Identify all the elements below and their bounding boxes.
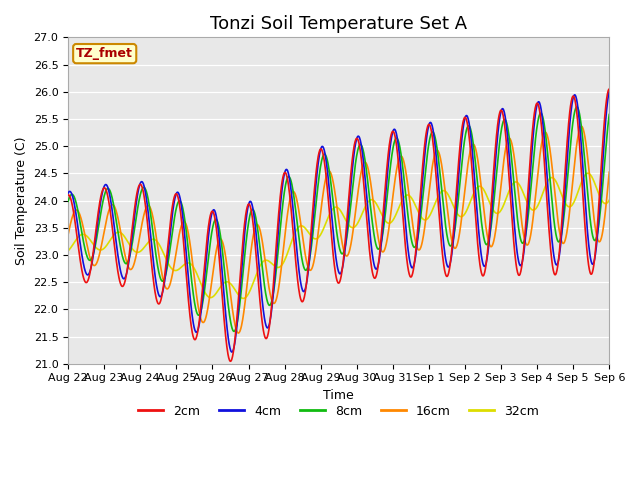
- Y-axis label: Soil Temperature (C): Soil Temperature (C): [15, 136, 28, 265]
- Title: Tonzi Soil Temperature Set A: Tonzi Soil Temperature Set A: [210, 15, 467, 33]
- X-axis label: Time: Time: [323, 389, 354, 402]
- Text: TZ_fmet: TZ_fmet: [76, 47, 133, 60]
- Legend: 2cm, 4cm, 8cm, 16cm, 32cm: 2cm, 4cm, 8cm, 16cm, 32cm: [133, 400, 544, 423]
